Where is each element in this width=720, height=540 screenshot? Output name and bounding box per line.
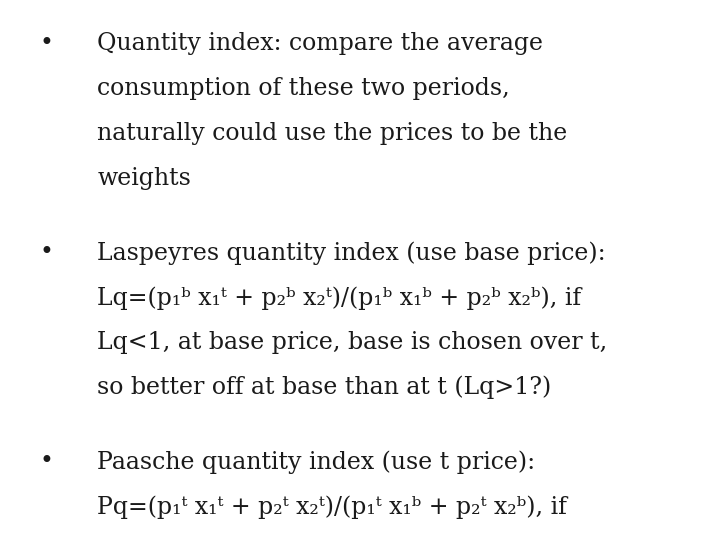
- Text: Lq<1, at base price, base is chosen over t,: Lq<1, at base price, base is chosen over…: [97, 331, 608, 354]
- Text: •: •: [40, 241, 53, 265]
- Text: naturally could use the prices to be the: naturally could use the prices to be the: [97, 122, 567, 145]
- Text: Quantity index: compare the average: Quantity index: compare the average: [97, 32, 543, 56]
- Text: Pq=(p₁ᵗ x₁ᵗ + p₂ᵗ x₂ᵗ)/(p₁ᵗ x₁ᵇ + p₂ᵗ x₂ᵇ), if: Pq=(p₁ᵗ x₁ᵗ + p₂ᵗ x₂ᵗ)/(p₁ᵗ x₁ᵇ + p₂ᵗ x₂…: [97, 495, 567, 519]
- Text: consumption of these two periods,: consumption of these two periods,: [97, 77, 510, 100]
- Text: so better off at base than at t (Lq>1?): so better off at base than at t (Lq>1?): [97, 376, 552, 400]
- Text: Paasche quantity index (use t price):: Paasche quantity index (use t price):: [97, 450, 536, 474]
- Text: •: •: [40, 32, 53, 56]
- Text: Lq=(p₁ᵇ x₁ᵗ + p₂ᵇ x₂ᵗ)/(p₁ᵇ x₁ᵇ + p₂ᵇ x₂ᵇ), if: Lq=(p₁ᵇ x₁ᵗ + p₂ᵇ x₂ᵗ)/(p₁ᵇ x₁ᵇ + p₂ᵇ x₂…: [97, 286, 581, 310]
- Text: weights: weights: [97, 167, 191, 190]
- Text: •: •: [40, 450, 53, 474]
- Text: Laspeyres quantity index (use base price):: Laspeyres quantity index (use base price…: [97, 241, 606, 265]
